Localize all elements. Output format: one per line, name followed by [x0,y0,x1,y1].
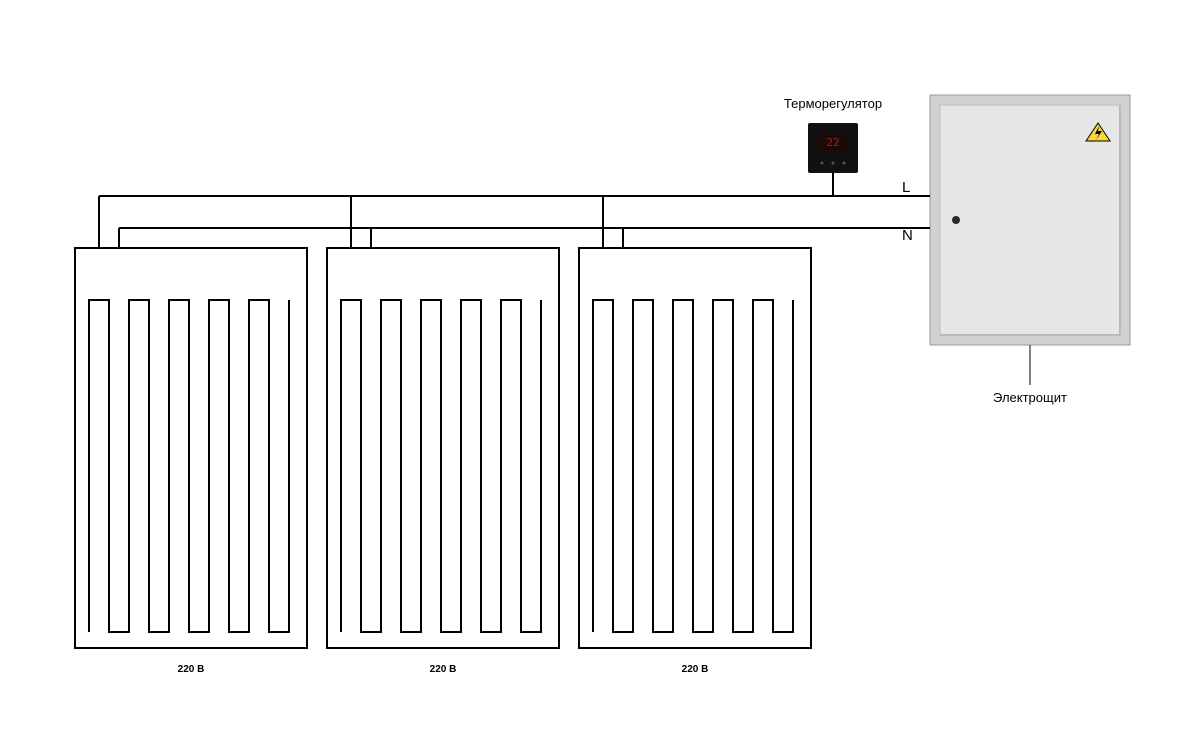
thermostat-display: 22 [826,136,839,149]
panel-label: Электрощит [993,390,1067,405]
voltage-label: 220 В [178,664,205,675]
thermostat-label: Терморегулятор [784,96,882,111]
voltage-label: 220 В [430,664,457,675]
voltage-label: 220 В [682,664,709,675]
wire-N-label: N [902,227,913,244]
wire-L-label: L [902,179,910,196]
